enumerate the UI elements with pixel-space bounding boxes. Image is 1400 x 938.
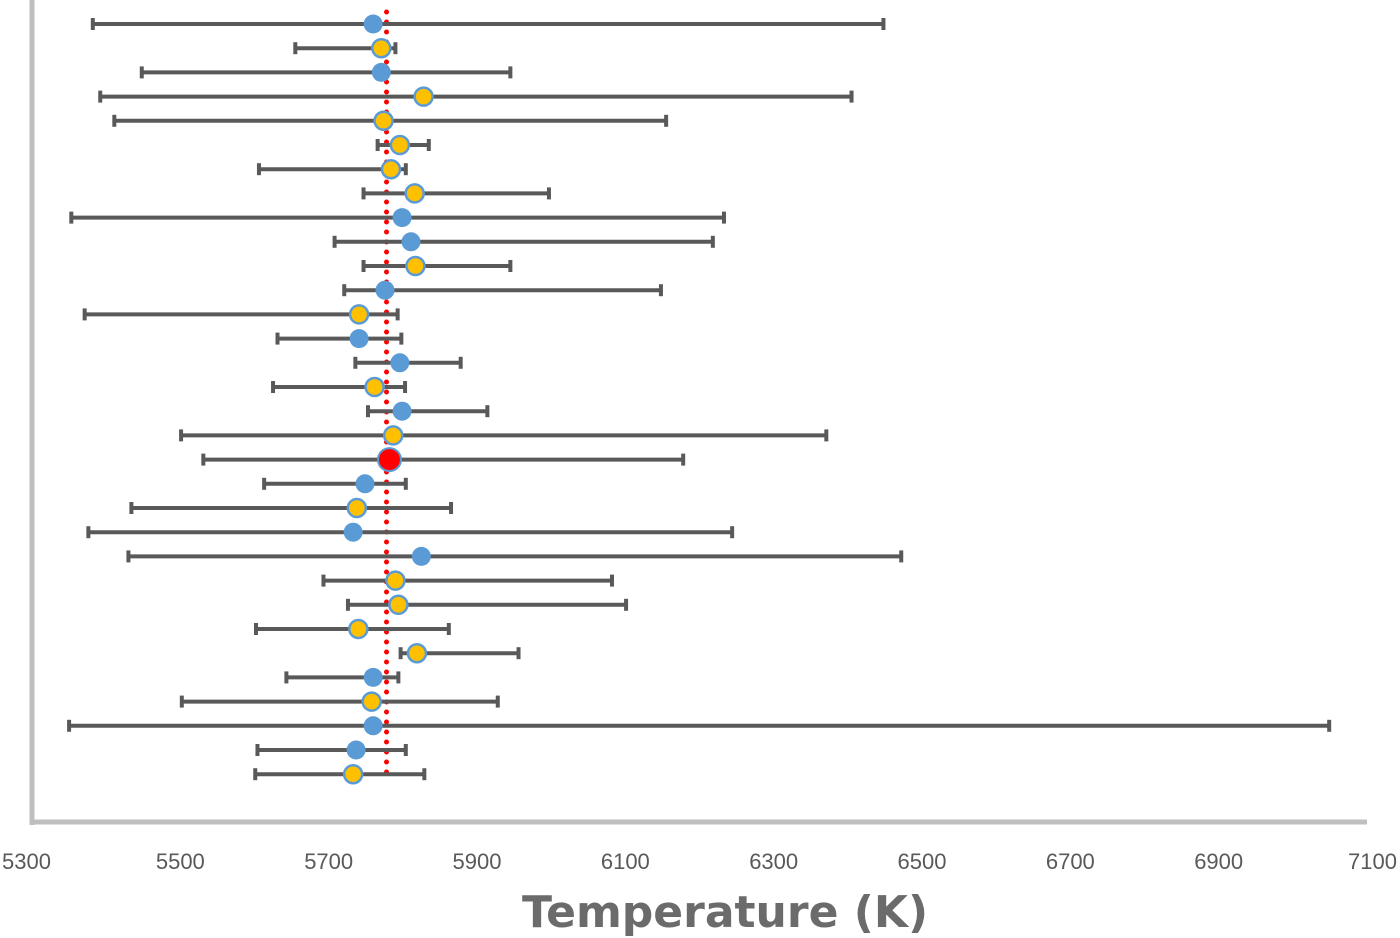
data-point-gold [346,497,368,519]
x-tick-label: 6100 [601,849,650,874]
data-point-blue [375,280,395,300]
x-tick-labels: 5300 5500 5700 5900 6100 6300 6500 6700 6900 7100 [2,849,1397,874]
data-point-blue [346,740,366,760]
x-tick-label: 5500 [156,849,205,874]
x-tick-label: 5300 [2,849,51,874]
data-point-gold [382,425,404,446]
data-point-blue [401,232,421,252]
x-tick-label: 6300 [749,849,798,874]
data-point-blue [371,62,391,82]
data-point-blue [392,401,412,421]
data-point-gold [380,158,402,180]
x-tick-label: 7100 [1348,849,1397,874]
x-tick-label: 6500 [898,849,947,874]
data-point-blue [363,14,383,34]
x-tick-label: 5700 [304,849,353,874]
x-axis-title: Temperature (K) [522,887,928,938]
data-point-gold [361,691,382,712]
data-point-red [376,447,402,473]
data-point-gold [389,134,411,156]
data-point-blue [349,329,369,349]
data-point-gold [405,255,426,277]
data-point-gold [385,570,406,591]
data-point-blue [390,353,410,373]
data-point-gold [348,618,369,640]
data-point-gold [364,376,385,398]
data-point-gold [404,183,425,204]
data-point-blue [363,716,383,736]
data-point-blue [355,474,375,494]
data-point-gold [406,642,428,664]
data-point-blue [363,667,383,687]
data-point-gold [373,110,394,132]
axes-layer [29,0,1367,825]
x-tick-label: 6900 [1194,849,1243,874]
data-point-gold [413,86,434,107]
data-point-blue [343,522,363,542]
error-bars-layer [67,18,1332,781]
x-tick-label: 6700 [1046,849,1095,874]
data-point-gold [388,594,409,616]
data-points-layer [342,14,434,785]
data-point-blue [411,546,431,566]
data-point-gold [342,763,364,785]
data-point-gold [348,304,370,325]
data-point-gold [371,37,392,59]
x-tick-label: 5900 [453,849,502,874]
data-point-blue [392,208,412,228]
